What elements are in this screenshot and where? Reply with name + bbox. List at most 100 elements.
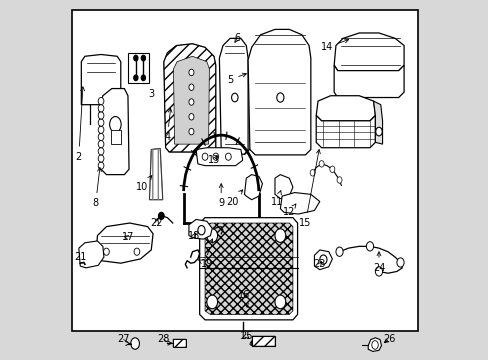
Polygon shape (96, 223, 153, 263)
Text: 7: 7 (203, 239, 212, 257)
Ellipse shape (188, 84, 194, 90)
Polygon shape (149, 148, 163, 200)
Ellipse shape (366, 242, 373, 251)
Ellipse shape (188, 113, 194, 120)
Ellipse shape (202, 153, 207, 160)
Ellipse shape (131, 338, 139, 349)
Ellipse shape (274, 295, 285, 309)
Polygon shape (163, 44, 215, 152)
Text: 17: 17 (122, 232, 134, 242)
Text: 6: 6 (234, 33, 240, 43)
Ellipse shape (98, 105, 104, 112)
Text: 5: 5 (226, 73, 246, 85)
Ellipse shape (98, 112, 104, 119)
Ellipse shape (319, 255, 326, 264)
Ellipse shape (212, 153, 218, 160)
Ellipse shape (188, 69, 194, 76)
Text: 15: 15 (299, 149, 320, 228)
Polygon shape (219, 39, 247, 154)
Text: 9: 9 (218, 184, 224, 208)
Text: 28: 28 (157, 333, 170, 343)
Ellipse shape (198, 226, 204, 235)
Bar (128, 53, 149, 83)
Polygon shape (244, 175, 262, 200)
Polygon shape (247, 30, 310, 155)
Text: 11: 11 (270, 190, 283, 207)
Polygon shape (373, 101, 382, 144)
Polygon shape (274, 175, 292, 199)
Ellipse shape (98, 155, 104, 162)
Polygon shape (81, 54, 121, 105)
Polygon shape (367, 338, 381, 351)
Text: 16: 16 (238, 290, 250, 307)
Text: 21: 21 (74, 252, 86, 262)
Polygon shape (196, 148, 242, 166)
Ellipse shape (371, 341, 378, 349)
Polygon shape (188, 220, 212, 239)
Ellipse shape (206, 295, 217, 309)
Polygon shape (316, 96, 375, 121)
Text: 27: 27 (117, 333, 130, 343)
Ellipse shape (141, 75, 145, 81)
Polygon shape (199, 218, 297, 320)
Text: 4: 4 (164, 108, 172, 142)
Polygon shape (333, 33, 403, 71)
Ellipse shape (206, 229, 217, 242)
Ellipse shape (98, 126, 104, 134)
Ellipse shape (396, 258, 403, 267)
Ellipse shape (133, 55, 138, 61)
Text: 23: 23 (313, 259, 325, 269)
Ellipse shape (335, 247, 343, 256)
Text: 8: 8 (92, 167, 101, 208)
Ellipse shape (98, 134, 104, 140)
Ellipse shape (274, 229, 285, 242)
Text: 19: 19 (198, 259, 213, 269)
Ellipse shape (98, 140, 104, 148)
Ellipse shape (188, 99, 194, 105)
Text: 18: 18 (188, 231, 200, 240)
Ellipse shape (98, 162, 104, 169)
Ellipse shape (225, 153, 231, 160)
Polygon shape (99, 89, 129, 175)
Text: 3: 3 (148, 89, 154, 99)
Polygon shape (79, 241, 104, 268)
Polygon shape (201, 220, 231, 258)
Ellipse shape (375, 267, 382, 276)
Text: 20: 20 (225, 190, 242, 207)
Polygon shape (173, 56, 209, 144)
Bar (251, 336, 274, 346)
Ellipse shape (188, 129, 194, 135)
Text: 12: 12 (283, 204, 295, 217)
Ellipse shape (329, 166, 334, 172)
Ellipse shape (158, 212, 164, 220)
Polygon shape (204, 223, 292, 315)
Ellipse shape (309, 170, 314, 176)
Ellipse shape (319, 161, 324, 167)
Text: 25: 25 (240, 331, 252, 341)
Ellipse shape (109, 117, 121, 132)
Polygon shape (316, 116, 375, 148)
Text: 26: 26 (383, 333, 395, 343)
Ellipse shape (133, 75, 138, 81)
Bar (172, 339, 186, 347)
Ellipse shape (134, 248, 140, 255)
Polygon shape (314, 250, 332, 270)
Polygon shape (333, 65, 403, 98)
Ellipse shape (231, 93, 238, 102)
Ellipse shape (336, 177, 341, 183)
Polygon shape (249, 341, 251, 346)
Ellipse shape (98, 98, 104, 105)
Ellipse shape (103, 248, 109, 255)
Text: 24: 24 (372, 252, 385, 273)
Text: 2: 2 (76, 87, 84, 162)
Ellipse shape (98, 148, 104, 155)
Polygon shape (280, 193, 319, 214)
Bar (172, 339, 186, 347)
Text: 14: 14 (320, 39, 348, 52)
Bar (251, 336, 274, 346)
Ellipse shape (276, 93, 284, 102)
Bar (110, 130, 121, 144)
Ellipse shape (375, 127, 382, 136)
Ellipse shape (98, 119, 104, 126)
Text: 13: 13 (207, 155, 220, 165)
